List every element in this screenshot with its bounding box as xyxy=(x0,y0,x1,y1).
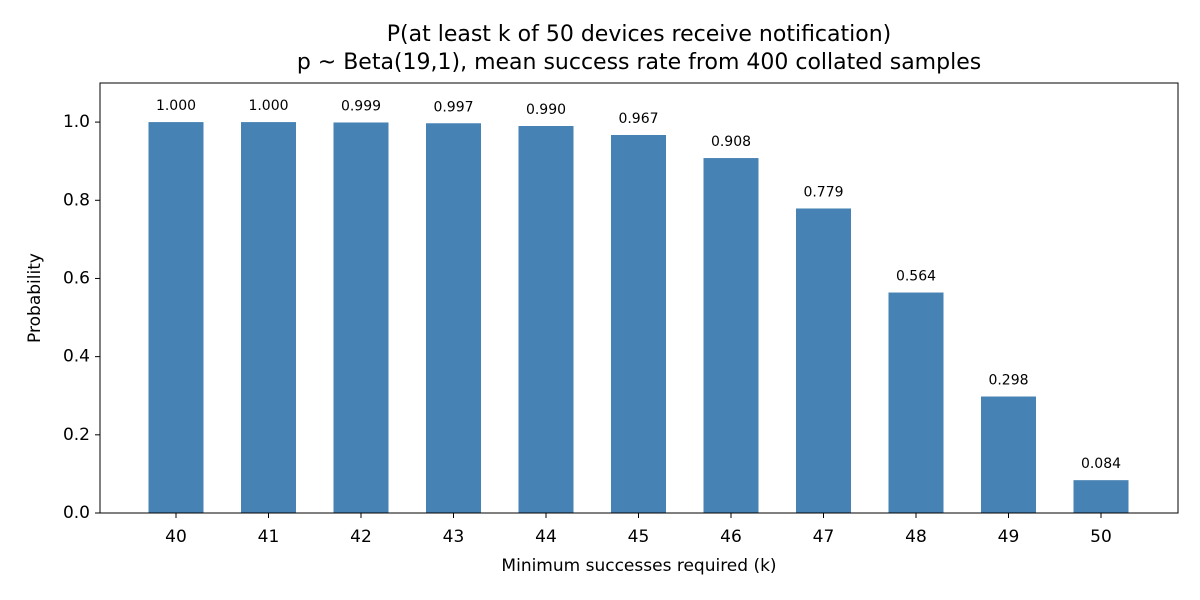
bar xyxy=(611,134,666,513)
value-label: 0.967 xyxy=(618,111,658,127)
bar xyxy=(981,396,1036,513)
x-tick-label: 43 xyxy=(443,527,465,547)
bar xyxy=(333,122,389,514)
x-tick-label: 46 xyxy=(720,527,742,547)
x-axis-label: Minimum successes required (k) xyxy=(501,556,776,576)
bar xyxy=(426,123,481,513)
value-label: 0.999 xyxy=(341,98,381,114)
bar xyxy=(148,122,204,513)
y-tick-label: 0.4 xyxy=(63,347,90,367)
value-label: 0.298 xyxy=(988,373,1028,389)
bar xyxy=(518,126,574,513)
value-label: 0.908 xyxy=(711,134,751,150)
y-tick-label: 0.0 xyxy=(63,503,90,523)
x-tick-label: 50 xyxy=(1090,527,1112,547)
x-tick-label: 44 xyxy=(535,527,557,547)
y-tick-label: 1.0 xyxy=(63,112,90,132)
bar xyxy=(241,122,296,513)
y-tick-label: 0.8 xyxy=(63,190,90,210)
x-tick-label: 45 xyxy=(628,527,650,547)
value-label: 0.990 xyxy=(526,102,566,118)
x-tick-label: 47 xyxy=(813,527,835,547)
bar xyxy=(1073,480,1129,513)
y-tick-label: 0.2 xyxy=(63,425,90,445)
x-tick-label: 49 xyxy=(998,527,1020,547)
chart-subtitle: p ~ Beta(19,1), mean success rate from 4… xyxy=(297,50,981,75)
value-label: 1.000 xyxy=(248,98,288,114)
y-axis-label: Probability xyxy=(25,253,45,343)
chart-title: P(at least k of 50 devices receive notif… xyxy=(387,22,892,47)
bar xyxy=(796,208,851,513)
x-tick-label: 48 xyxy=(905,527,927,547)
x-tick-label: 41 xyxy=(258,527,280,547)
x-tick-label: 42 xyxy=(350,527,372,547)
plot-frame xyxy=(99,82,1179,514)
bar xyxy=(888,292,944,513)
value-label: 0.084 xyxy=(1081,456,1121,472)
value-label: 0.779 xyxy=(803,184,843,200)
x-tick-label: 40 xyxy=(165,527,187,547)
value-label: 1.000 xyxy=(156,98,196,114)
value-label: 0.564 xyxy=(896,269,936,285)
y-tick-label: 0.6 xyxy=(63,268,90,288)
value-label: 0.997 xyxy=(433,99,473,115)
bar xyxy=(703,158,759,513)
